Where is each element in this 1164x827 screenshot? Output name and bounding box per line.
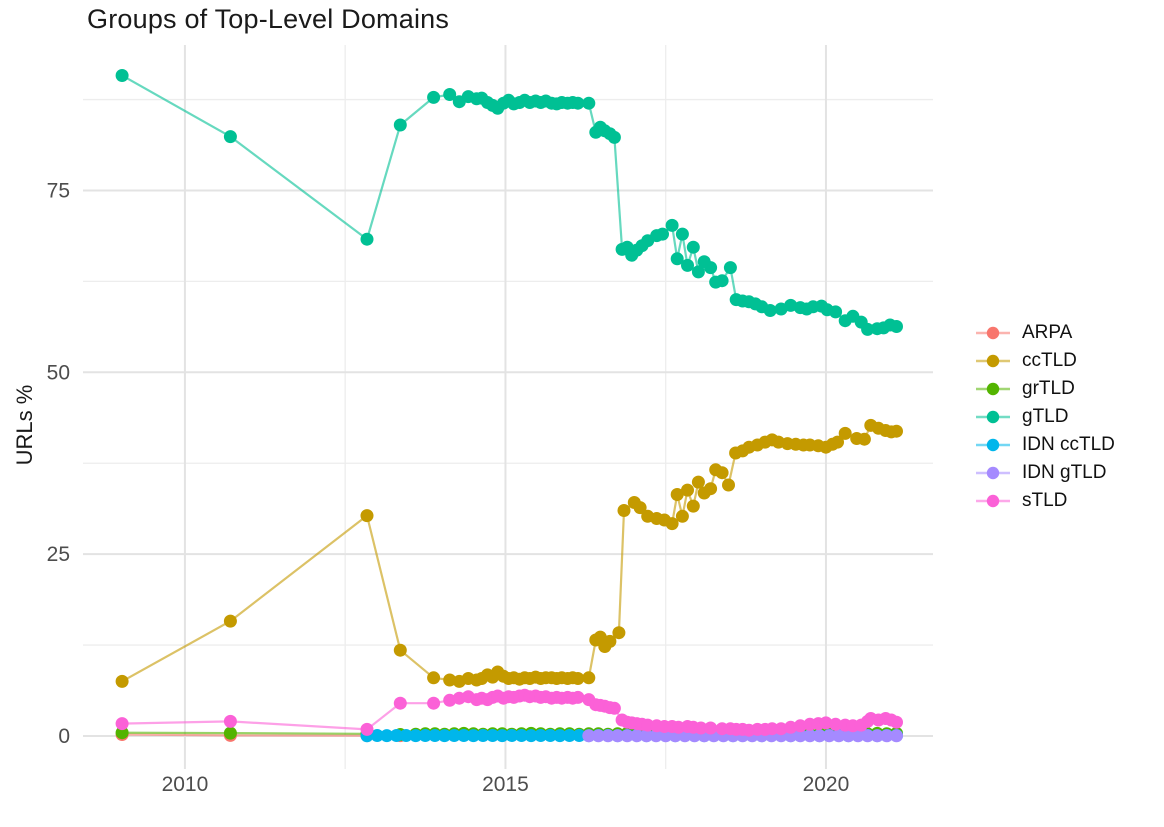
legend-item-arpa: ARPA	[976, 319, 1115, 347]
series-points-idn-gtld	[582, 729, 903, 743]
svg-text:50: 50	[47, 361, 70, 384]
svg-text:25: 25	[47, 543, 70, 566]
legend-key-icon	[976, 466, 1010, 480]
chart-title: Groups of Top-Level Domains	[87, 4, 450, 34]
legend-item-label: ARPA	[1022, 322, 1073, 343]
legend-item-label: ccTLD	[1022, 350, 1077, 371]
legend-item-label: gTLD	[1022, 406, 1069, 427]
x-axis-tick-labels: 2010 2015 2020	[162, 773, 850, 796]
svg-text:0: 0	[58, 725, 70, 748]
grid-minor-lines	[83, 45, 933, 769]
series-points-cctld	[115, 418, 903, 688]
legend-item-idn-cctld: IDN ccTLD	[976, 431, 1115, 459]
svg-text:2010: 2010	[162, 773, 209, 796]
legend-key-icon	[976, 326, 1010, 340]
grid-major-lines	[83, 45, 933, 769]
svg-text:75: 75	[47, 179, 70, 202]
legend-item-idn-gtld: IDN gTLD	[976, 459, 1115, 487]
series-points-stld	[115, 688, 903, 737]
legend-key-icon	[976, 382, 1010, 396]
legend-key-icon	[976, 410, 1010, 424]
legend-item-label: IDN gTLD	[1022, 462, 1107, 483]
legend-key-icon	[976, 494, 1010, 508]
series-points-gtld	[115, 69, 903, 336]
legend: ARPA ccTLD grTLD gTLD IDN ccTLD IDN gTLD sTLD	[976, 319, 1115, 515]
legend-key-icon	[976, 354, 1010, 368]
y-axis-tick-labels: 0 25 50 75	[47, 179, 70, 748]
svg-text:2015: 2015	[482, 773, 529, 796]
legend-item-label: sTLD	[1022, 490, 1068, 511]
legend-item-label: grTLD	[1022, 378, 1075, 399]
legend-item-grtld: grTLD	[976, 375, 1115, 403]
legend-item-stld: sTLD	[976, 487, 1115, 515]
legend-item-gtld: gTLD	[976, 403, 1115, 431]
legend-item-cctld: ccTLD	[976, 347, 1115, 375]
svg-text:2020: 2020	[803, 773, 850, 796]
legend-key-icon	[976, 438, 1010, 452]
legend-item-label: IDN ccTLD	[1022, 434, 1115, 455]
series-line-gtld	[121, 74, 897, 331]
